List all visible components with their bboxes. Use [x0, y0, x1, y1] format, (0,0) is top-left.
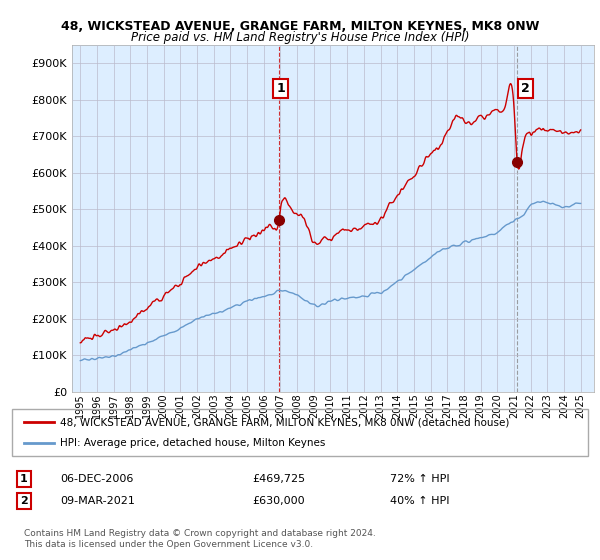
Text: 2: 2: [521, 82, 530, 95]
Text: 06-DEC-2006: 06-DEC-2006: [60, 474, 133, 484]
Text: Contains HM Land Registry data © Crown copyright and database right 2024.
This d: Contains HM Land Registry data © Crown c…: [24, 529, 376, 549]
Text: HPI: Average price, detached house, Milton Keynes: HPI: Average price, detached house, Milt…: [60, 438, 325, 448]
Text: £630,000: £630,000: [252, 496, 305, 506]
Text: £469,725: £469,725: [252, 474, 305, 484]
Text: 2: 2: [20, 496, 28, 506]
Text: 09-MAR-2021: 09-MAR-2021: [60, 496, 135, 506]
Text: 48, WICKSTEAD AVENUE, GRANGE FARM, MILTON KEYNES, MK8 0NW (detached house): 48, WICKSTEAD AVENUE, GRANGE FARM, MILTO…: [60, 417, 509, 427]
Text: 40% ↑ HPI: 40% ↑ HPI: [390, 496, 449, 506]
Text: 48, WICKSTEAD AVENUE, GRANGE FARM, MILTON KEYNES, MK8 0NW: 48, WICKSTEAD AVENUE, GRANGE FARM, MILTO…: [61, 20, 539, 32]
Text: 1: 1: [20, 474, 28, 484]
Text: 1: 1: [277, 82, 285, 95]
Text: 72% ↑ HPI: 72% ↑ HPI: [390, 474, 449, 484]
Text: Price paid vs. HM Land Registry's House Price Index (HPI): Price paid vs. HM Land Registry's House …: [131, 31, 469, 44]
